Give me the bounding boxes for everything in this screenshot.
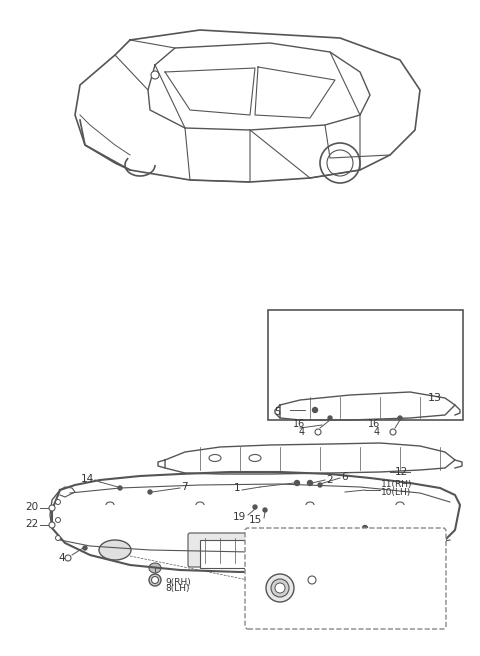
Circle shape — [151, 71, 159, 79]
Circle shape — [390, 429, 396, 435]
Text: 3: 3 — [320, 546, 326, 556]
Circle shape — [318, 483, 322, 487]
Text: 4: 4 — [299, 427, 305, 437]
Text: 14: 14 — [81, 474, 94, 484]
Circle shape — [65, 555, 71, 561]
Text: 9(RH): 9(RH) — [165, 577, 191, 586]
Circle shape — [295, 480, 300, 485]
Text: 10(LH): 10(LH) — [381, 489, 411, 497]
Ellipse shape — [249, 455, 261, 462]
Ellipse shape — [99, 540, 131, 560]
Text: 18(RH): 18(RH) — [322, 583, 353, 592]
Circle shape — [398, 416, 402, 420]
Circle shape — [56, 535, 60, 541]
Circle shape — [312, 407, 317, 413]
Circle shape — [56, 499, 60, 504]
Circle shape — [275, 583, 285, 593]
Text: 22: 22 — [25, 519, 38, 529]
Text: 6: 6 — [341, 472, 348, 482]
Text: 13: 13 — [428, 393, 442, 403]
Text: 7: 7 — [181, 482, 188, 492]
Text: 19: 19 — [233, 512, 246, 522]
Circle shape — [152, 577, 158, 583]
Ellipse shape — [149, 563, 161, 573]
Text: 12: 12 — [395, 467, 408, 477]
Bar — [200, 540, 310, 568]
Text: 2: 2 — [326, 475, 333, 485]
Circle shape — [320, 143, 360, 183]
Circle shape — [49, 505, 55, 511]
Text: 16: 16 — [368, 419, 380, 429]
Circle shape — [149, 574, 161, 586]
Text: 11(RH): 11(RH) — [381, 480, 412, 489]
Text: 17(LH): 17(LH) — [322, 590, 352, 598]
Ellipse shape — [369, 540, 401, 560]
Circle shape — [253, 505, 257, 509]
Text: 1: 1 — [233, 483, 240, 493]
Circle shape — [148, 490, 152, 494]
Text: 4: 4 — [59, 553, 65, 563]
Text: 91-923A: 91-923A — [262, 548, 300, 558]
FancyBboxPatch shape — [245, 528, 446, 629]
Ellipse shape — [209, 455, 221, 462]
Text: 15: 15 — [249, 515, 262, 525]
Circle shape — [56, 518, 60, 522]
Text: (W/FOG LAMP): (W/FOG LAMP) — [258, 535, 329, 545]
Bar — [268, 310, 463, 420]
Circle shape — [49, 522, 55, 528]
Circle shape — [327, 555, 333, 561]
Text: 16: 16 — [293, 419, 305, 429]
Circle shape — [315, 429, 321, 435]
Text: 21: 21 — [387, 530, 400, 540]
Circle shape — [362, 525, 368, 531]
FancyBboxPatch shape — [188, 533, 322, 567]
Circle shape — [271, 579, 289, 597]
Circle shape — [327, 150, 353, 176]
Circle shape — [328, 416, 332, 420]
Text: 5: 5 — [274, 407, 280, 417]
Text: 4: 4 — [374, 427, 380, 437]
Circle shape — [118, 486, 122, 490]
Text: 20: 20 — [25, 502, 38, 512]
Circle shape — [308, 576, 316, 584]
Text: 8(LH): 8(LH) — [165, 584, 190, 594]
Circle shape — [266, 574, 294, 602]
Circle shape — [263, 508, 267, 512]
Circle shape — [308, 480, 312, 485]
Circle shape — [83, 546, 87, 550]
